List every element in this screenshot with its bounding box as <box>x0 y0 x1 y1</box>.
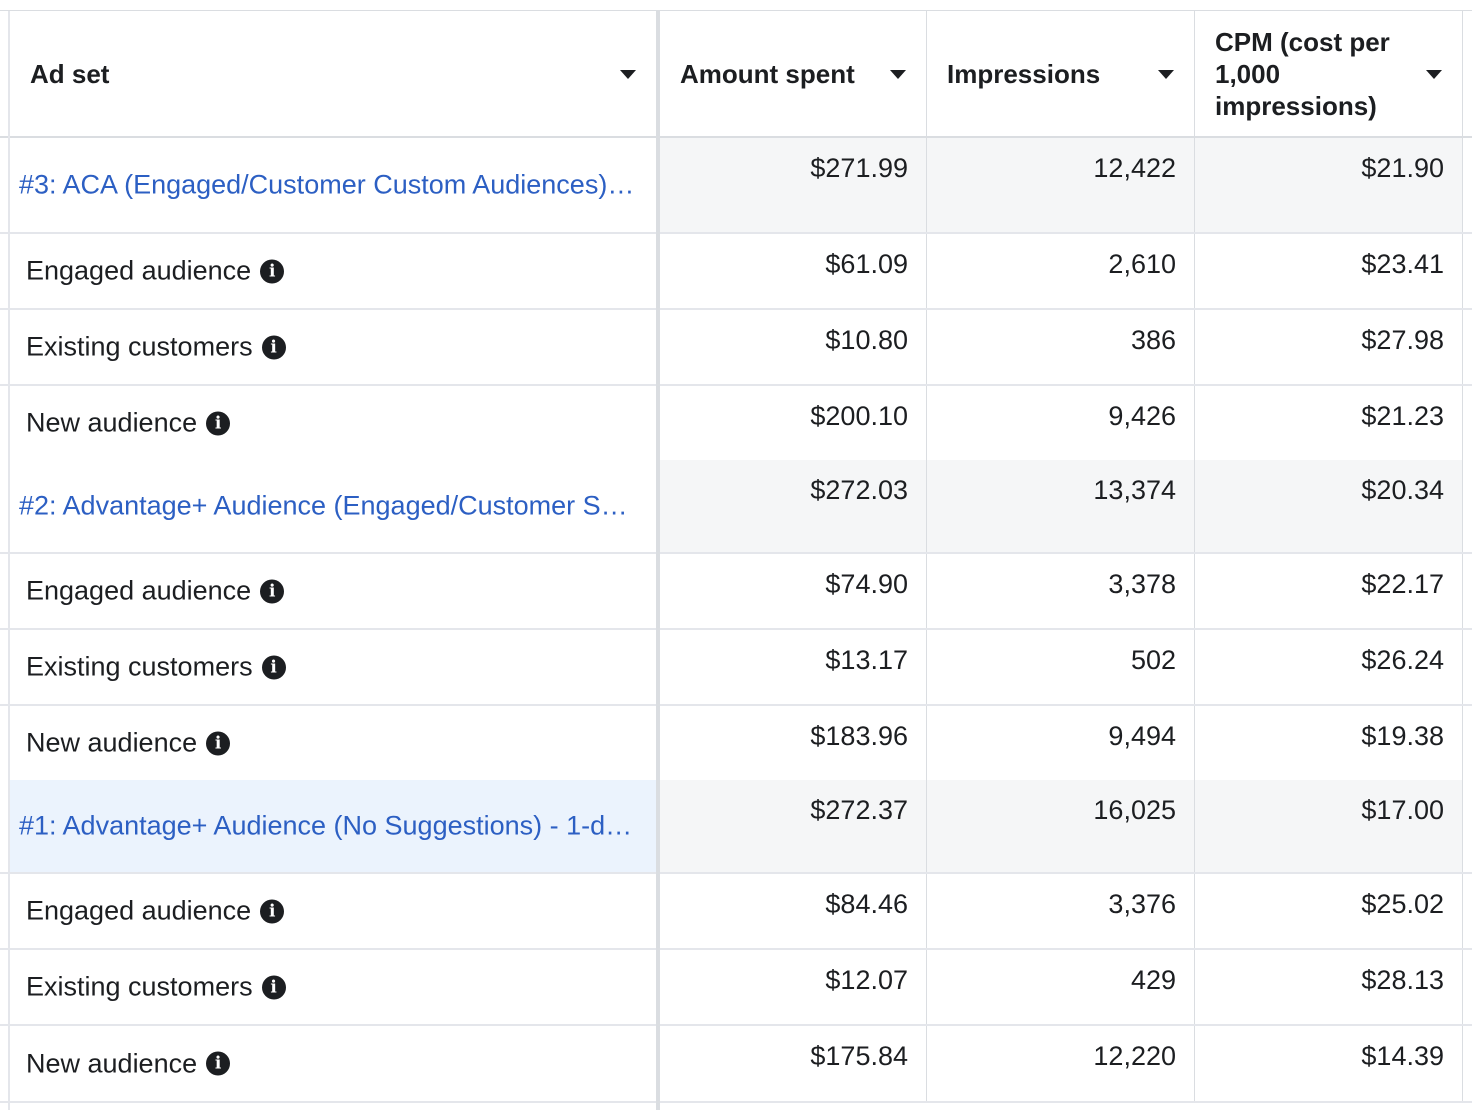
column-header-label: Amount spent <box>680 58 855 89</box>
info-icon[interactable]: i <box>206 411 231 435</box>
amount-spent-cell: $183.96 <box>660 706 927 780</box>
column-header-impressions[interactable]: Impressions <box>927 11 1195 136</box>
column-header-amount-spent[interactable]: Amount spent <box>660 11 927 136</box>
impressions-cell: 3,378 <box>927 554 1195 628</box>
amount-spent-cell: $13.17 <box>660 630 927 704</box>
impressions-cell: 386 <box>927 310 1195 384</box>
ad-set-name-link[interactable]: #3: ACA (Engaged/Customer Custom Audienc… <box>19 169 635 200</box>
segment-name: Engaged audience <box>26 895 252 926</box>
segment-name: New audience <box>26 1048 198 1078</box>
segment-name-cell: Engaged audience i <box>10 874 656 948</box>
impressions-cell: 3,376 <box>927 874 1195 948</box>
caret-down-icon[interactable] <box>1158 69 1174 79</box>
impressions-cell: 429 <box>927 950 1195 1024</box>
amount-spent-cell: $272.37 <box>660 780 927 872</box>
column-header-label: CPM (cost per 1,000 impressions) <box>1215 26 1390 121</box>
segment-name-cell: New audience i <box>10 386 656 460</box>
cpm-cell: $17.00 <box>1195 780 1463 872</box>
cpm-cell: $28.13 <box>1195 950 1463 1024</box>
impressions-cell: 9,426 <box>927 386 1195 460</box>
segment-name: New audience <box>26 407 198 438</box>
info-icon[interactable]: i <box>206 731 231 755</box>
segment-name: Engaged audience <box>26 575 252 606</box>
segment-row: Engaged audience i $61.09 2,610 $23.41 <box>0 234 1472 310</box>
ad-set-name-cell: #3: ACA (Engaged/Customer Custom Audienc… <box>10 138 656 232</box>
ad-set-row[interactable]: #2: Advantage+ Audience (Engaged/Custome… <box>0 460 1472 554</box>
amount-spent-cell: $84.46 <box>660 874 927 948</box>
segment-name: Existing customers <box>26 971 253 1002</box>
ad-set-name-cell: #1: Advantage+ Audience (No Suggestions)… <box>10 780 656 872</box>
segment-row: Existing customers i $10.80 386 $27.98 <box>0 310 1472 386</box>
info-icon[interactable]: i <box>261 975 286 999</box>
amount-spent-cell: $61.09 <box>660 234 927 308</box>
caret-down-icon[interactable] <box>1426 69 1442 79</box>
segment-row: New audience i $200.10 9,426 $21.23 <box>0 386 1472 460</box>
impressions-cell: 16,025 <box>927 780 1195 872</box>
ad-set-name-cell: #2: Advantage+ Audience (Engaged/Custome… <box>10 460 656 552</box>
cpm-cell: $19.38 <box>1195 706 1463 780</box>
cpm-cell: $26.24 <box>1195 630 1463 704</box>
info-icon[interactable]: i <box>260 259 285 283</box>
impressions-cell: 12,422 <box>927 138 1195 232</box>
segment-name-cell: New audience i <box>10 706 656 780</box>
cpm-cell: $21.90 <box>1195 138 1463 232</box>
frozen-column-divider[interactable] <box>656 11 660 1110</box>
cpm-cell: $20.34 <box>1195 460 1463 552</box>
cpm-cell: $22.17 <box>1195 554 1463 628</box>
segment-name: Existing customers <box>26 651 253 682</box>
segment-row: Existing customers i $13.17 502 $26.24 <box>0 630 1472 706</box>
ad-set-row[interactable]: #3: ACA (Engaged/Customer Custom Audienc… <box>0 138 1472 234</box>
segment-name: Engaged audience <box>26 255 252 286</box>
amount-spent-cell: $74.90 <box>660 554 927 628</box>
impressions-cell: 2,610 <box>927 234 1195 308</box>
info-icon[interactable]: i <box>206 1051 231 1076</box>
amount-spent-cell: $272.03 <box>660 460 927 552</box>
table-header: Ad set Amount spent Impressions CPM (cos… <box>0 11 1472 138</box>
amount-spent-cell: $271.99 <box>660 138 927 232</box>
cpm-cell: $25.02 <box>1195 874 1463 948</box>
segment-row: Existing customers i $12.07 429 $28.13 <box>0 950 1472 1026</box>
segment-name-cell: Existing customers i <box>10 630 656 704</box>
left-border <box>8 11 10 1110</box>
ad-set-name-link[interactable]: #2: Advantage+ Audience (Engaged/Custome… <box>19 490 628 521</box>
caret-down-icon[interactable] <box>890 69 906 79</box>
column-header-cpm[interactable]: CPM (cost per 1,000 impressions) <box>1195 11 1463 136</box>
caret-down-icon[interactable] <box>620 69 636 79</box>
info-icon[interactable]: i <box>260 899 285 923</box>
info-icon[interactable]: i <box>260 579 285 603</box>
info-icon[interactable]: i <box>261 655 286 679</box>
segment-row: New audience i $175.84 12,220 $14.39 <box>0 1026 1472 1103</box>
segment-name: New audience <box>26 727 198 758</box>
cpm-cell: $14.39 <box>1195 1026 1463 1101</box>
impressions-cell: 502 <box>927 630 1195 704</box>
cpm-cell: $23.41 <box>1195 234 1463 308</box>
amount-spent-cell: $200.10 <box>660 386 927 460</box>
impressions-cell: 12,220 <box>927 1026 1195 1101</box>
segment-name-cell: New audience i <box>10 1026 656 1101</box>
cpm-cell: $21.23 <box>1195 386 1463 460</box>
amount-spent-cell: $175.84 <box>660 1026 927 1101</box>
column-header-ad-set[interactable]: Ad set <box>10 11 656 136</box>
amount-spent-cell: $12.07 <box>660 950 927 1024</box>
amount-spent-cell: $10.80 <box>660 310 927 384</box>
ad-set-name-link[interactable]: #1: Advantage+ Audience (No Suggestions)… <box>19 810 633 841</box>
column-header-label: Impressions <box>947 58 1101 89</box>
impressions-cell: 9,494 <box>927 706 1195 780</box>
impressions-cell: 13,374 <box>927 460 1195 552</box>
segment-row: Engaged audience i $74.90 3,378 $22.17 <box>0 554 1472 630</box>
segment-row: New audience i $183.96 9,494 $19.38 <box>0 706 1472 780</box>
segment-row: Engaged audience i $84.46 3,376 $25.02 <box>0 874 1472 950</box>
ad-set-row[interactable]: #1: Advantage+ Audience (No Suggestions)… <box>0 780 1472 874</box>
segment-name-cell: Engaged audience i <box>10 234 656 308</box>
top-divider <box>0 10 1472 11</box>
segment-name: Existing customers <box>26 331 253 362</box>
segment-name-cell: Existing customers i <box>10 950 656 1024</box>
column-header-label: Ad set <box>30 58 110 89</box>
segment-name-cell: Engaged audience i <box>10 554 656 628</box>
cpm-cell: $27.98 <box>1195 310 1463 384</box>
segment-name-cell: Existing customers i <box>10 310 656 384</box>
info-icon[interactable]: i <box>261 335 286 359</box>
